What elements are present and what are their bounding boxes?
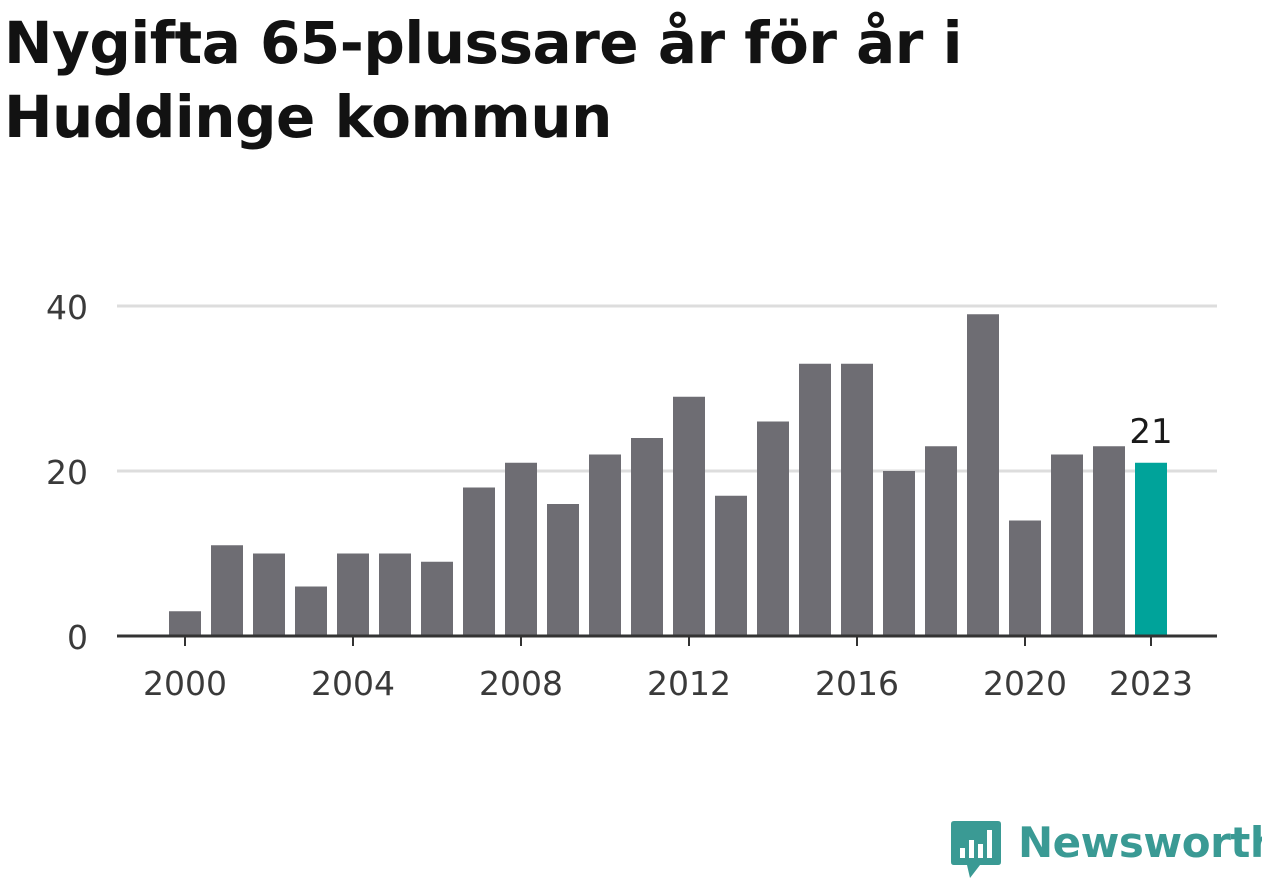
bars — [169, 314, 1167, 636]
bar-2001 — [211, 545, 243, 636]
newsworthy-logo: Newsworthy — [950, 818, 1262, 880]
bar-2017 — [883, 471, 915, 636]
x-tick-label-2000: 2000 — [143, 664, 227, 703]
bar-2011 — [631, 438, 663, 636]
bar-2004 — [337, 553, 369, 636]
bar-2008 — [505, 462, 537, 636]
chart-title: Nygifta 65-plussare år för år i Huddinge… — [4, 9, 962, 151]
x-tick-label-2023: 2023 — [1109, 664, 1193, 703]
bar-2015 — [799, 363, 831, 636]
y-tick-label-0: 0 — [67, 618, 88, 657]
bar-2022 — [1093, 446, 1125, 636]
bar-2021 — [1051, 454, 1083, 636]
bar-2002 — [253, 553, 285, 636]
x-tick-label-2008: 2008 — [479, 664, 563, 703]
data-labels: 21 — [1129, 412, 1172, 452]
bar-2019 — [967, 314, 999, 636]
y-tick-label-40: 40 — [46, 288, 88, 327]
y-axis-ticks: 0 20 40 — [46, 288, 88, 657]
bar-2009 — [547, 504, 579, 636]
bar-2000 — [169, 611, 201, 636]
bar-2014 — [757, 421, 789, 636]
bar-2020 — [1009, 520, 1041, 636]
data-label-2023: 21 — [1129, 412, 1172, 452]
bar-2012 — [673, 396, 705, 636]
brand-name: Newsworthy — [1018, 818, 1262, 867]
bar-2016 — [841, 363, 873, 636]
x-tick-label-2016: 2016 — [815, 664, 899, 703]
gridlines — [117, 304, 1217, 473]
bar-2003 — [295, 586, 327, 636]
bar-2007 — [463, 487, 495, 636]
x-tick-label-2004: 2004 — [311, 664, 395, 703]
x-tick-label-2020: 2020 — [983, 664, 1067, 703]
bar-2023 — [1135, 462, 1167, 636]
bar-2005 — [379, 553, 411, 636]
x-axis-ticks: 2000 2004 2008 2012 2016 2020 2023 — [143, 636, 1193, 703]
y-tick-label-20: 20 — [46, 453, 88, 492]
bar-2010 — [589, 454, 621, 636]
bar-2013 — [715, 495, 747, 636]
x-tick-label-2012: 2012 — [647, 664, 731, 703]
bar-2006 — [421, 561, 453, 636]
bar-2018 — [925, 446, 957, 636]
bar-chart: 0 20 40 2000 2004 2008 2012 2016 2020 2023 21 — [46, 288, 1217, 703]
newsworthy-chart-bubble-icon — [951, 821, 1001, 878]
